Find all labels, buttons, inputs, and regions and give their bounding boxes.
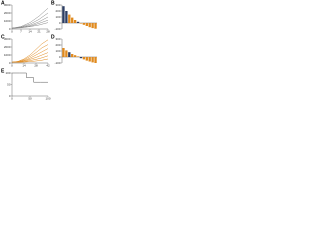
x-tick-label: 42: [46, 63, 50, 67]
y-tick-label: 2000: [4, 11, 11, 15]
y-tick-label: 0: [9, 27, 11, 31]
bar: [79, 57, 83, 59]
y-tick-label: 200: [55, 43, 60, 47]
y-tick-label: 1000: [4, 19, 11, 23]
panel-label: B: [51, 0, 55, 6]
survival-curve: [12, 72, 48, 83]
x-tick-label: 0: [11, 63, 13, 67]
bar: [82, 23, 86, 25]
bar: [88, 23, 91, 28]
y-tick-label: 300: [55, 3, 60, 7]
x-tick-label: 7: [20, 29, 22, 33]
x-tick-label: 50: [28, 96, 32, 100]
bar: [76, 21, 80, 23]
y-tick-label: 1000: [4, 53, 11, 57]
x-tick-label: 21: [37, 29, 41, 33]
line: [11, 8, 49, 29]
bar: [94, 23, 97, 29]
panel-label: A: [1, 0, 5, 6]
bar: [68, 52, 71, 57]
bar: [73, 20, 77, 23]
bar: [85, 23, 88, 26]
y-tick-label: 3000: [4, 3, 11, 7]
x-tick-label: 28: [46, 29, 50, 33]
y-tick-label: 100: [55, 15, 60, 19]
bar: [71, 54, 74, 57]
y-tick-label: 100: [5, 71, 10, 75]
bar: [65, 11, 68, 23]
line: [11, 58, 49, 63]
panel-label: C: [1, 34, 5, 40]
line: [11, 22, 49, 29]
y-tick-label: -100: [54, 27, 60, 31]
x-tick-label: 100: [45, 96, 50, 100]
x-tick-label: 0: [11, 96, 13, 100]
bar: [76, 56, 80, 57]
panel-label: E: [1, 68, 5, 74]
y-tick-label: 2000: [4, 45, 11, 49]
x-tick-label: 28: [34, 63, 38, 67]
line: [11, 39, 49, 63]
bar: [71, 17, 74, 23]
x-tick-label: 14: [22, 63, 26, 67]
bar: [91, 57, 94, 63]
bar: [62, 48, 65, 57]
y-tick-label: 100: [55, 49, 60, 53]
bar: [79, 23, 83, 24]
y-tick-label: 50: [7, 82, 11, 86]
bar: [91, 23, 94, 29]
y-tick-label: 0: [59, 55, 61, 59]
y-tick-label: 3000: [4, 37, 11, 41]
bar: [62, 6, 65, 23]
bar: [73, 55, 77, 57]
x-tick-label: 0: [11, 29, 13, 33]
y-tick-label: 300: [55, 37, 60, 41]
bar: [94, 57, 97, 63]
panel-label: D: [51, 34, 55, 40]
bar: [68, 14, 71, 23]
line: [11, 12, 49, 29]
y-tick-label: 0: [9, 94, 11, 98]
bar: [82, 57, 86, 60]
y-tick-label: 200: [55, 9, 60, 13]
y-tick-label: 0: [59, 21, 61, 25]
x-tick-label: 14: [28, 29, 32, 33]
y-tick-label: -100: [54, 61, 60, 65]
bar: [85, 57, 88, 61]
y-tick-label: 0: [9, 61, 11, 65]
bar: [88, 57, 91, 62]
bar: [65, 50, 68, 57]
